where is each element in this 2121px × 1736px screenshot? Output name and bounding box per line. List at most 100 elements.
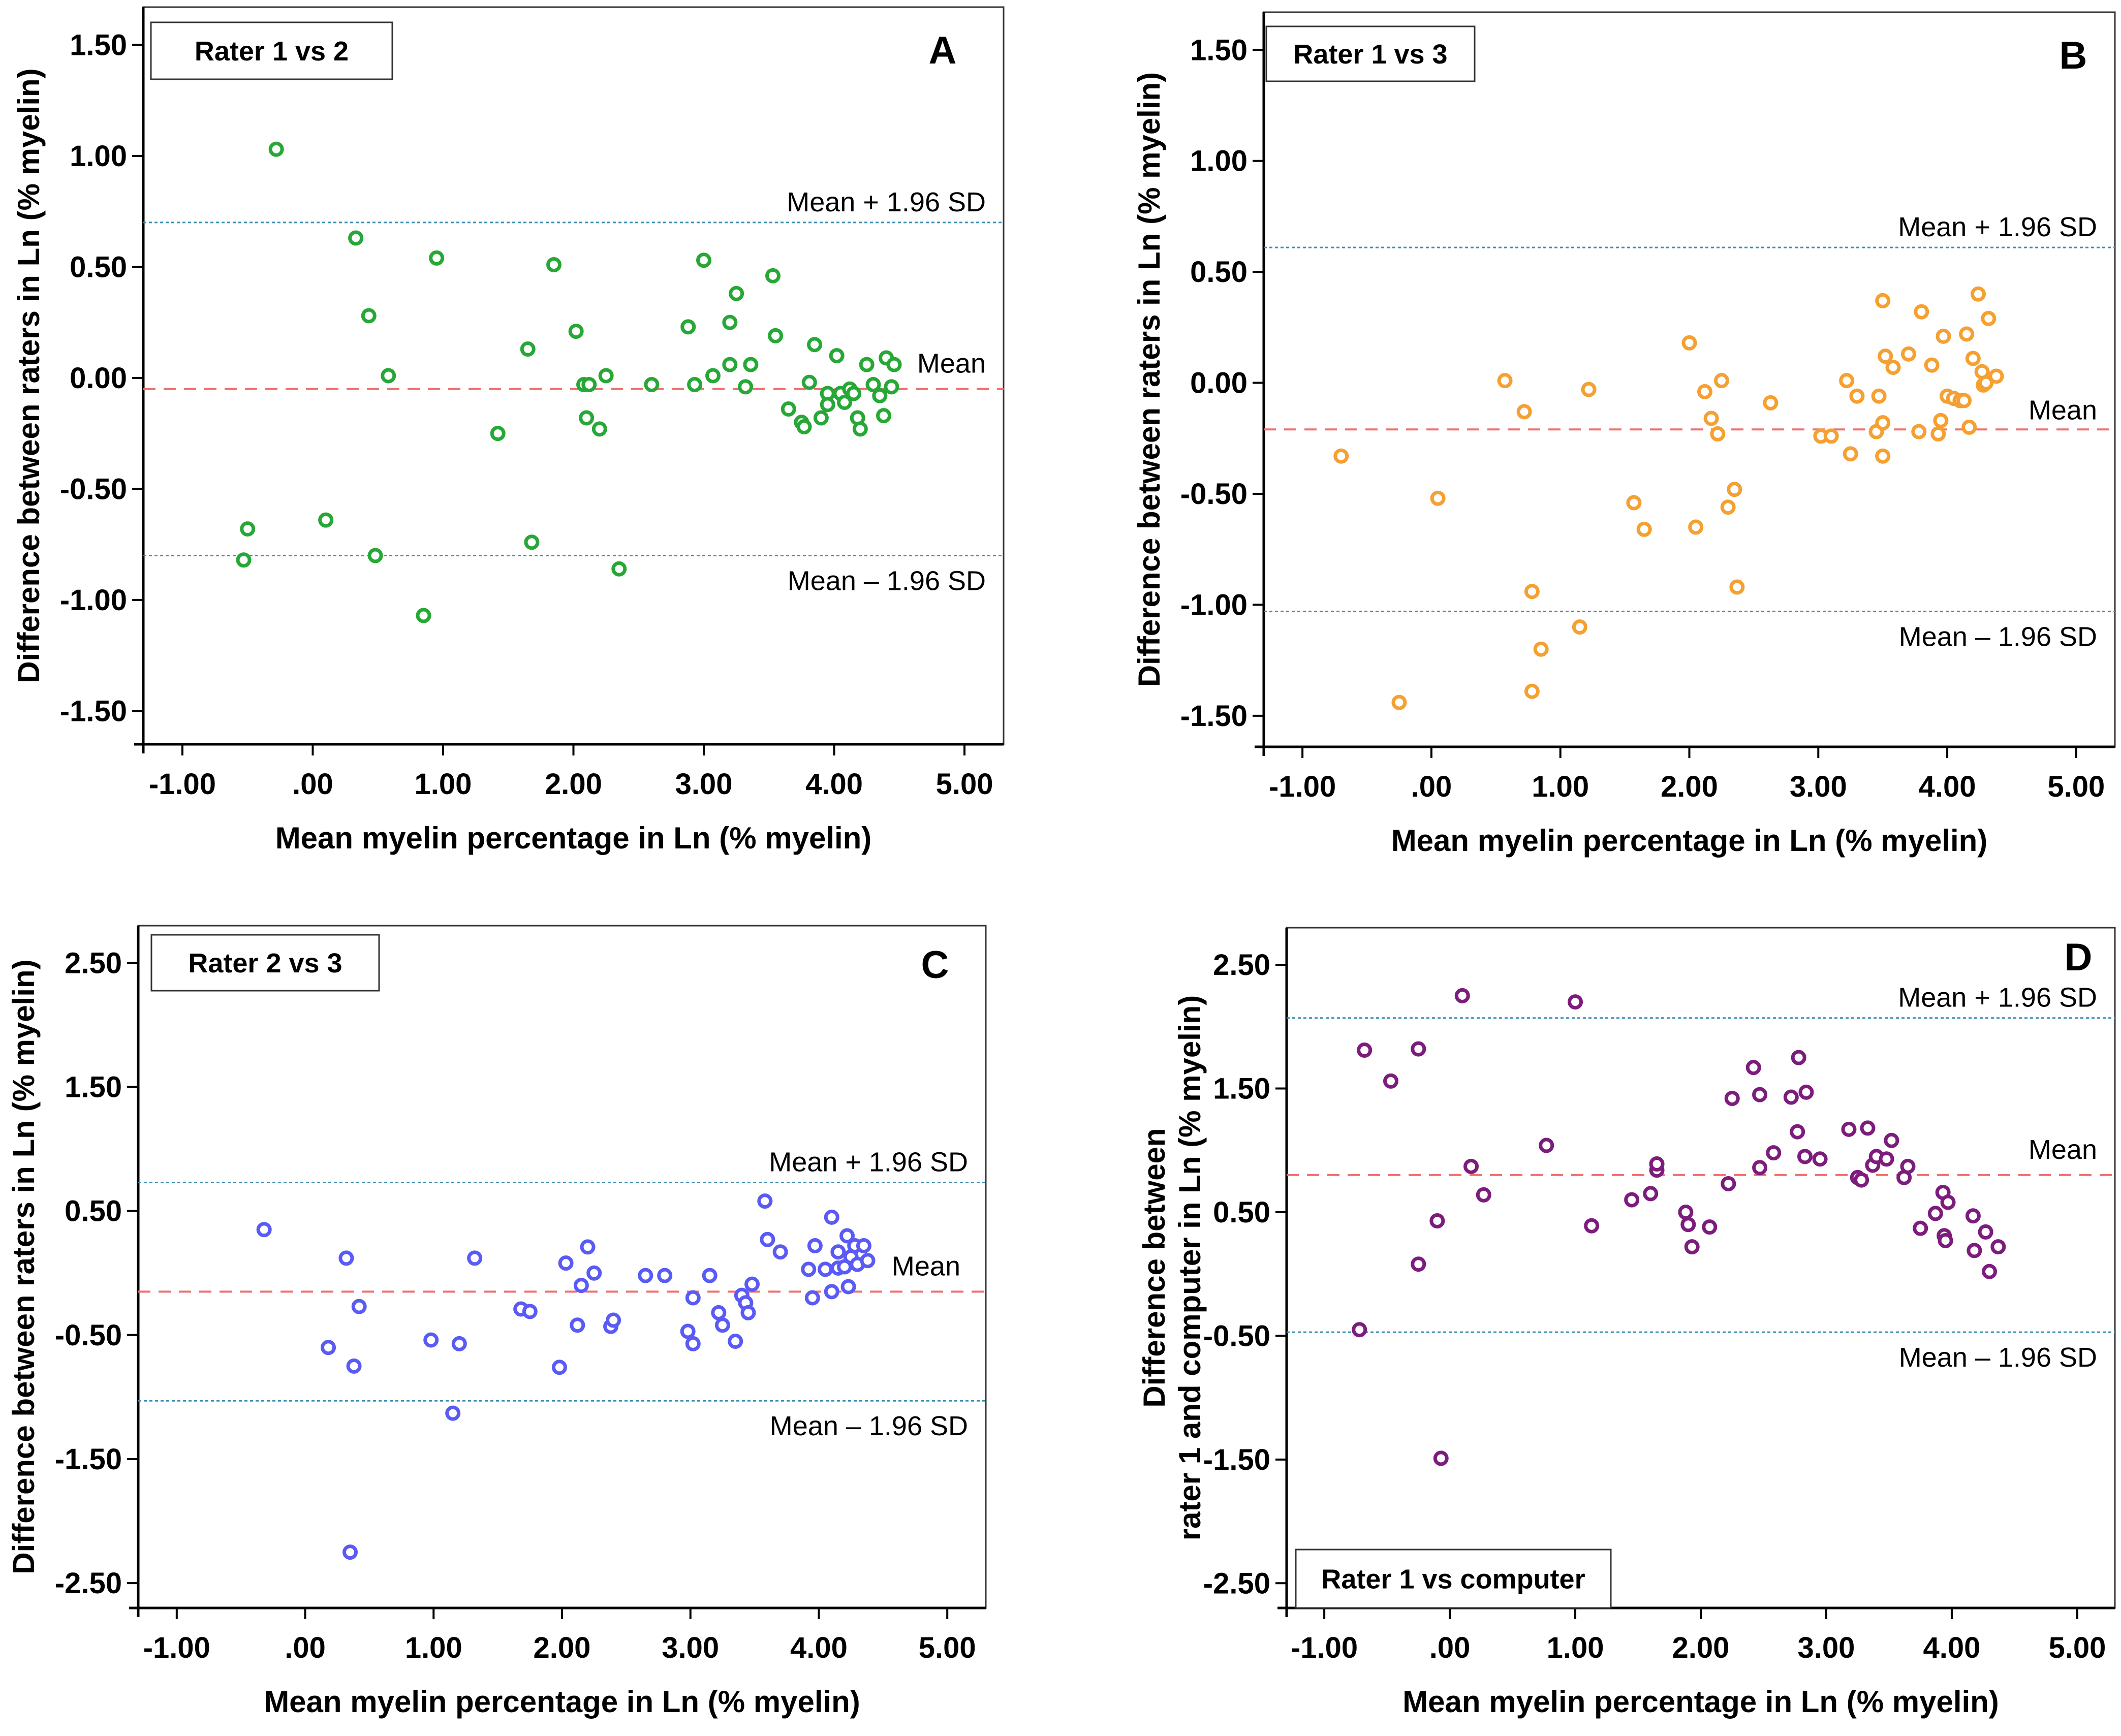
data-point (1752, 1160, 1768, 1176)
data-point (859, 357, 875, 372)
data-point (1854, 1172, 1869, 1188)
data-point (1798, 1084, 1814, 1100)
y-tick-label: -0.50 (1203, 1319, 1270, 1352)
x-tick-label: 4.00 (1923, 1631, 1980, 1664)
y-tick-label: -0.50 (55, 1319, 122, 1352)
data-point (1430, 490, 1446, 506)
data-point (740, 1305, 756, 1320)
y-tick-label: 0.00 (70, 362, 127, 395)
data-point (1823, 428, 1839, 444)
data-point (1933, 413, 1949, 428)
data-point (1783, 1089, 1799, 1105)
data-point (416, 608, 431, 623)
data-point (801, 1261, 817, 1277)
panel-b: -1.00 .00 1.00 2.00 3.00 4.00 5.00 1.50 1.00 0.50… (1132, 11, 2116, 858)
data-point (846, 386, 862, 401)
data-point (824, 1284, 839, 1300)
data-point (687, 376, 703, 392)
data-point (1391, 695, 1407, 710)
x-tick-label: 3.00 (675, 768, 733, 801)
y-tick-label: 1.50 (65, 1070, 122, 1103)
y-axis-title: Difference between raters in Ln (% myeli… (1132, 72, 1166, 687)
lower-limit-label: Mean – 1.96 SD (1899, 622, 2097, 652)
x-axis-title: Mean myelin percentage in Ln (% myelin) (1391, 824, 1988, 858)
data-point (236, 552, 252, 568)
data-point (796, 419, 812, 435)
data-point (551, 1360, 567, 1375)
data-point (1900, 1158, 1916, 1174)
y-tick-label: -1.00 (60, 584, 127, 617)
x-axis-title: Mean myelin percentage in Ln (% myelin) (264, 1685, 860, 1719)
data-point (801, 374, 817, 390)
data-point (638, 1268, 653, 1283)
data-point (1965, 351, 1981, 366)
panel-title-box (150, 934, 380, 992)
data-point (606, 1312, 621, 1328)
y-axis-title: Difference between raters in Ln (% myeli… (12, 68, 46, 683)
data-point (611, 561, 627, 577)
x-tick-label: 4.00 (790, 1631, 848, 1664)
data-point (852, 421, 868, 437)
upper-limit-label: Mean + 1.96 SD (769, 1147, 968, 1177)
data-point (1812, 1151, 1828, 1167)
data-point (685, 1290, 701, 1306)
data-point (729, 286, 744, 301)
data-point (872, 388, 888, 403)
data-point (342, 1544, 358, 1560)
data-point (856, 1238, 871, 1253)
data-point (240, 521, 256, 537)
data-point (268, 141, 284, 157)
data-point (321, 1340, 336, 1355)
data-point (765, 268, 781, 283)
x-tick-label: -1.00 (143, 1631, 210, 1664)
data-point (744, 1276, 760, 1292)
data-point (804, 1290, 820, 1306)
data-point (1860, 1120, 1876, 1136)
data-point (1970, 286, 1986, 302)
data-point (768, 328, 784, 343)
data-point (1956, 393, 1972, 408)
data-point (680, 319, 696, 335)
mean-label: Mean (917, 349, 986, 379)
upper-limit-label: Mean + 1.96 SD (1898, 983, 2097, 1013)
data-point (1333, 448, 1349, 464)
data-point (558, 1255, 574, 1271)
data-point (423, 1332, 439, 1348)
x-tick-label: 5.00 (936, 768, 993, 801)
data-point (1702, 1219, 1718, 1235)
data-point (1924, 357, 1940, 373)
y-tick-label: -0.50 (1180, 478, 1247, 511)
data-point (1710, 426, 1726, 442)
x-tick-label: 3.00 (1798, 1631, 1855, 1664)
plot-frame (142, 6, 1005, 745)
y-tick-label: 0.00 (1190, 367, 1247, 400)
data-point (338, 1250, 354, 1266)
data-point (1940, 1194, 1956, 1210)
data-point (451, 1336, 467, 1351)
x-axis-title: Mean myelin percentage in Ln (% myelin) (1402, 1685, 1999, 1719)
lower-limit-label: Mean – 1.96 SD (770, 1411, 968, 1441)
data-point (1766, 1145, 1782, 1161)
data-point (1841, 1121, 1857, 1137)
data-point (1703, 411, 1719, 426)
x-tick-label: 2.00 (534, 1631, 591, 1664)
data-point (586, 1265, 602, 1281)
data-point (367, 548, 383, 563)
panel-letter: A (929, 29, 957, 72)
data-point (1721, 1176, 1736, 1191)
data-point (1900, 346, 1916, 362)
data-point (1752, 1087, 1768, 1102)
x-tick-label: 1.00 (415, 768, 472, 801)
y-tick-label: -0.50 (60, 472, 127, 506)
data-point (781, 401, 796, 417)
data-point (1790, 1124, 1805, 1140)
lower-limit-label: Mean – 1.96 SD (788, 566, 986, 596)
x-tick-label: 2.00 (1672, 1631, 1730, 1664)
data-point (1936, 328, 1951, 344)
x-tick-label: .00 (1411, 770, 1452, 803)
data-point (1763, 395, 1779, 411)
y-axis-title: Difference between raters in Ln (% myeli… (7, 959, 41, 1574)
data-point (1930, 426, 1946, 442)
data-point (743, 357, 759, 372)
data-point (348, 230, 364, 246)
